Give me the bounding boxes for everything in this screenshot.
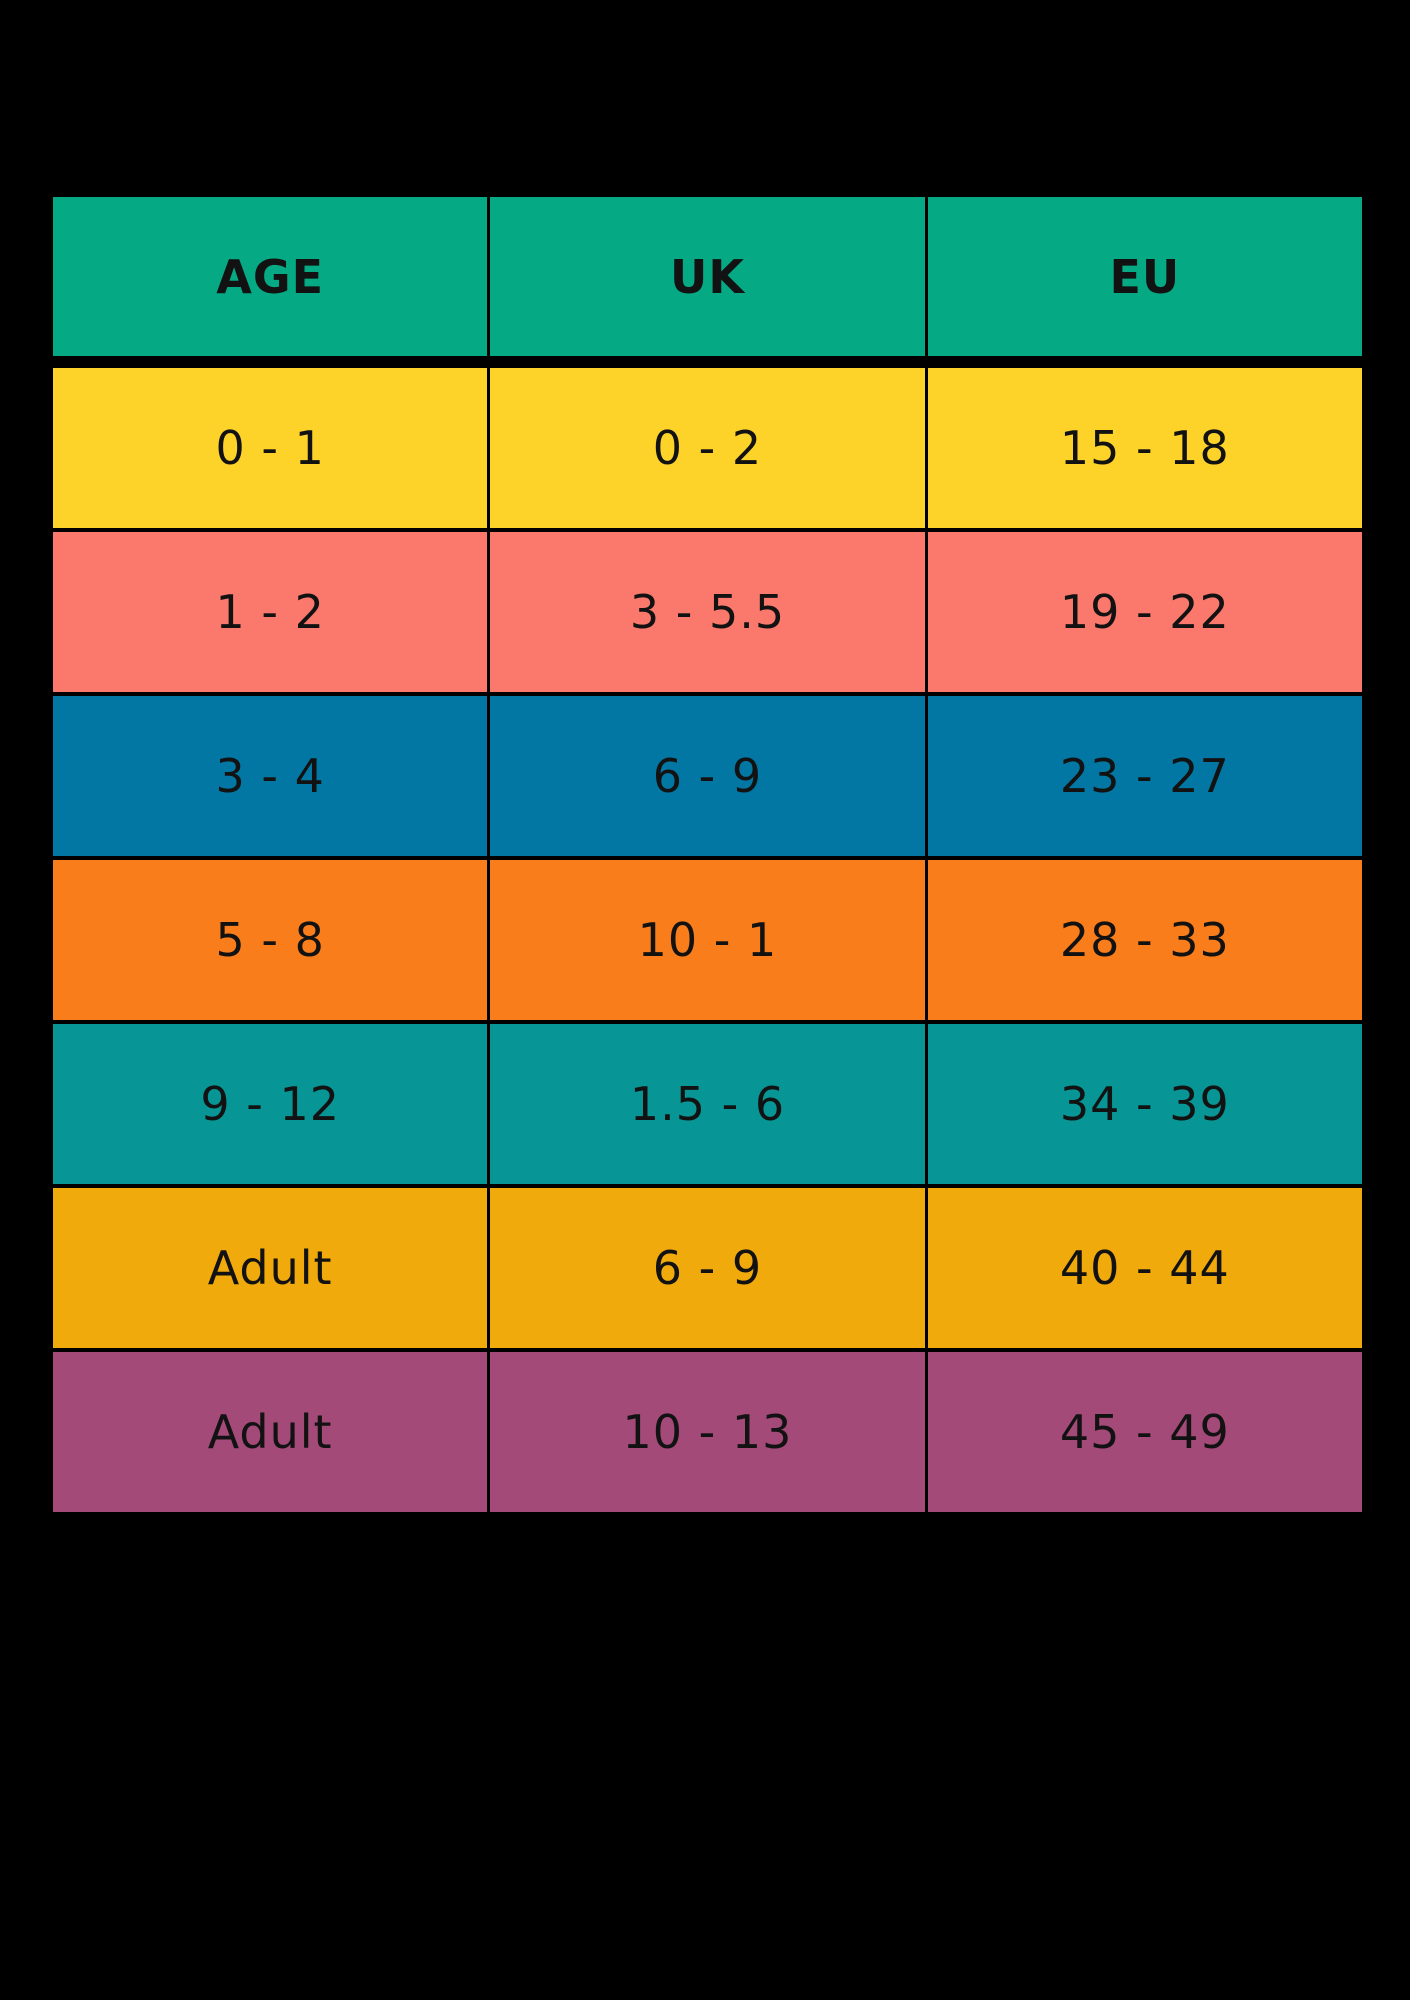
table-cell-eu: 40 - 44 [927, 1188, 1362, 1348]
table-cell-age: 3 - 4 [53, 696, 488, 856]
table-cell-eu: 23 - 27 [927, 696, 1362, 856]
table-header-row: AGE UK EU [53, 197, 1362, 356]
table-cell-age: 5 - 8 [53, 860, 488, 1020]
table-cell-age: Adult [53, 1188, 488, 1348]
table-cell-eu: 15 - 18 [927, 368, 1362, 528]
table-cell-age: Adult [53, 1352, 488, 1512]
table-cell-age: 1 - 2 [53, 532, 488, 692]
table-cell-age: 0 - 1 [53, 368, 488, 528]
table-cell-uk: 3 - 5.5 [490, 532, 925, 692]
header-cell-age: AGE [53, 197, 488, 356]
table-cell-eu: 34 - 39 [927, 1024, 1362, 1184]
header-cell-uk: UK [490, 197, 925, 356]
table-cell-uk: 1.5 - 6 [490, 1024, 925, 1184]
table-cell-uk: 10 - 1 [490, 860, 925, 1020]
header-cell-eu: EU [927, 197, 1362, 356]
table-cell-eu: 19 - 22 [927, 532, 1362, 692]
table-cell-uk: 0 - 2 [490, 368, 925, 528]
table-cell-uk: 10 - 13 [490, 1352, 925, 1512]
table-cell-eu: 45 - 49 [927, 1352, 1362, 1512]
size-conversion-table: AGE UK EU 0 - 1 0 - 2 15 - 18 1 - 2 3 - … [53, 197, 1362, 1512]
table-cell-age: 9 - 12 [53, 1024, 488, 1184]
table-cell-eu: 28 - 33 [927, 860, 1362, 1020]
table-cell-uk: 6 - 9 [490, 1188, 925, 1348]
table-cell-uk: 6 - 9 [490, 696, 925, 856]
table-body: 0 - 1 0 - 2 15 - 18 1 - 2 3 - 5.5 19 - 2… [53, 368, 1362, 1512]
